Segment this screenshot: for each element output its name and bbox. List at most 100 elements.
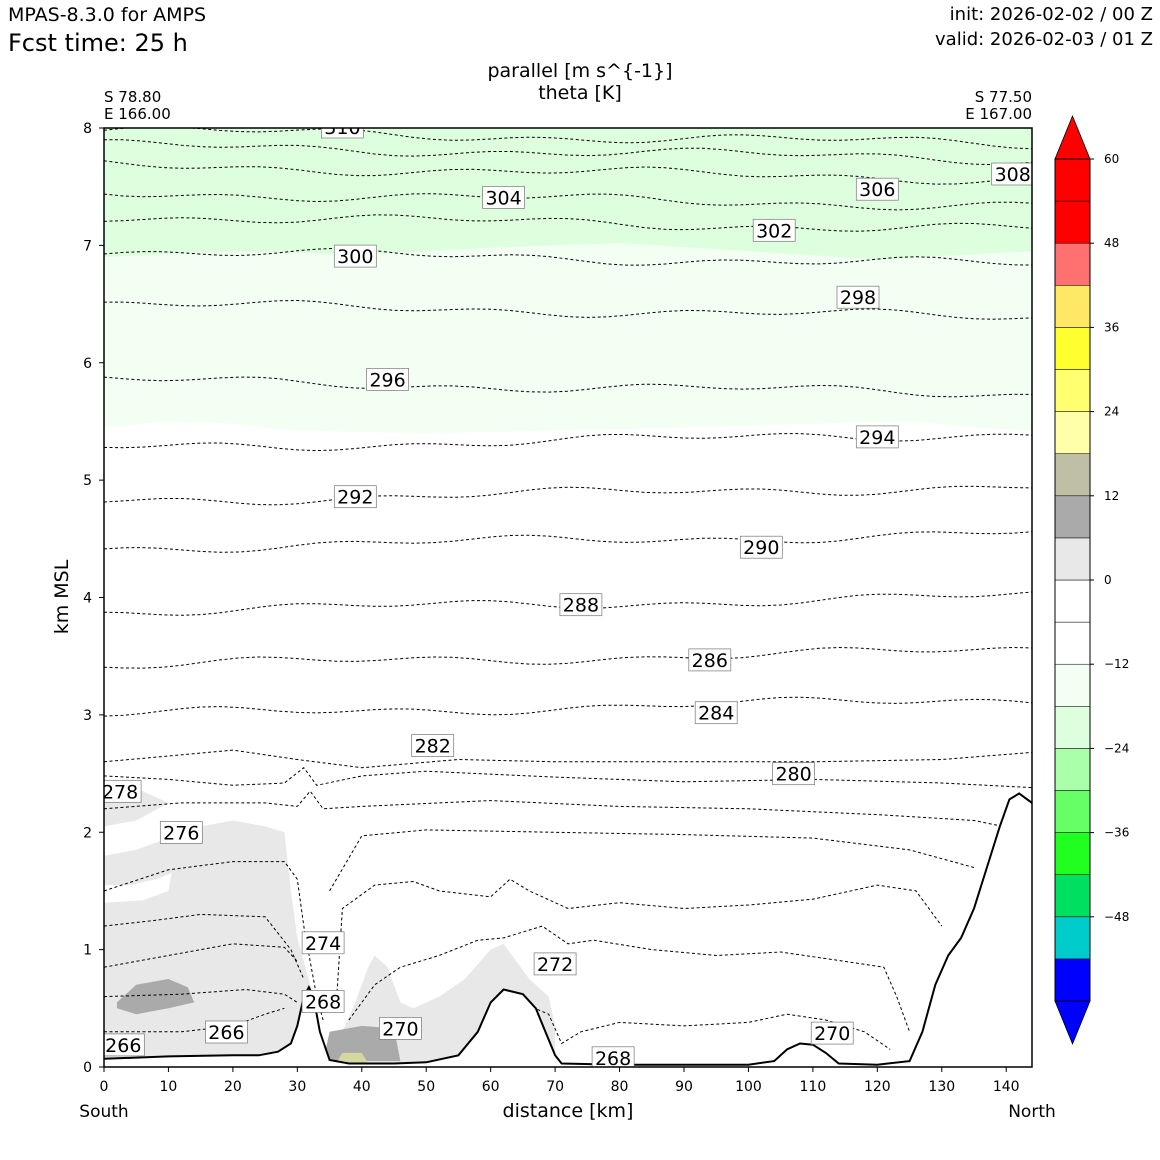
contour-label-box xyxy=(752,218,796,242)
x-tick-label: 50 xyxy=(417,1079,435,1095)
x-tick: 20 xyxy=(224,1067,242,1095)
contour-label-box xyxy=(333,485,377,509)
contour-label-text: 292 xyxy=(337,487,373,509)
init-time: init: 2026-02-02 / 00 Z xyxy=(949,4,1153,25)
y-tick-label: 6 xyxy=(83,356,92,372)
y-tick: 5 xyxy=(83,473,104,489)
x-tick-label: 40 xyxy=(353,1079,371,1095)
contour-label-box xyxy=(104,1033,145,1057)
colorbar-tick: −48 xyxy=(1090,910,1129,924)
theta-contour-label: 282 xyxy=(411,734,455,758)
contour-label-text: 268 xyxy=(595,1048,631,1070)
contour-label-box xyxy=(810,1021,854,1045)
theta-contour-label: 310 xyxy=(321,117,364,139)
right-endpoint-lon: E 167.00 xyxy=(965,105,1032,123)
theta-contour xyxy=(104,128,1032,150)
contour-label-box xyxy=(836,285,880,309)
left-endpoint-lon: E 166.00 xyxy=(104,105,171,123)
contour-label-box xyxy=(591,1046,635,1067)
terrain-fill xyxy=(104,793,1032,1067)
contour-label-box xyxy=(559,593,603,617)
theta-contour xyxy=(104,591,1032,616)
colorbar-tick: 36 xyxy=(1090,320,1119,334)
contour-label-text: 280 xyxy=(775,764,811,786)
contour-label-text: 296 xyxy=(369,369,405,391)
x-tick: 100 xyxy=(735,1067,762,1095)
colorbar-segment xyxy=(1054,242,1091,286)
theta-contour-label: 280 xyxy=(772,762,815,786)
contour-label-box xyxy=(159,821,203,844)
theta-contour-label: 302 xyxy=(752,218,796,242)
contour-label-text: 302 xyxy=(756,220,792,242)
contour-label-text: 294 xyxy=(859,427,895,449)
x-tick-label: 0 xyxy=(100,1079,109,1095)
contour-label-text: 288 xyxy=(563,595,599,617)
theta-contour-label: 284 xyxy=(694,701,738,725)
theta-contour xyxy=(104,299,1032,320)
colorbar-extend-top xyxy=(1054,114,1091,160)
theta-contour xyxy=(104,531,1032,553)
contour-label-box xyxy=(855,425,899,449)
contour-label-text: 306 xyxy=(859,179,895,201)
theta-contour xyxy=(104,247,1032,266)
colorbar-segment xyxy=(1054,874,1091,918)
colorbar-segment xyxy=(1054,790,1091,833)
x-tick-label: 20 xyxy=(224,1079,242,1095)
contour-label-text: 270 xyxy=(382,1018,418,1040)
valid-time: valid: 2026-02-03 / 01 Z xyxy=(935,29,1153,50)
theta-contour-label: 274 xyxy=(301,931,345,955)
contour-labels: 310 308 306 304 302 300 298 296 294 292 290 288 286 2… xyxy=(104,117,1032,1070)
x-tick-label: 80 xyxy=(611,1079,629,1095)
y-tick-label: 4 xyxy=(83,591,92,607)
x-tick-label: 140 xyxy=(993,1079,1020,1095)
theta-contour-label: 296 xyxy=(366,368,409,391)
theta-contour-label: 308 xyxy=(991,162,1032,186)
colorbar-tick-label: 60 xyxy=(1104,152,1119,166)
theta-contour xyxy=(104,646,1032,669)
contour-label-text: 286 xyxy=(692,650,728,672)
theta-contour xyxy=(104,861,324,1021)
colorbar-segment xyxy=(1054,200,1091,244)
theta-contour xyxy=(104,193,1032,211)
colorbar-segment xyxy=(1054,158,1091,202)
contour-label-box xyxy=(104,779,142,803)
theta-contour xyxy=(104,160,1032,185)
theta-contour xyxy=(104,766,1032,789)
contour-label-text: 304 xyxy=(485,187,521,209)
x-tick: 60 xyxy=(482,1067,500,1095)
colorbar-tick: −24 xyxy=(1090,741,1129,755)
y-tick: 7 xyxy=(83,238,104,254)
theta-contour-label: 270 xyxy=(810,1021,854,1045)
colorbar-tick-label: 24 xyxy=(1104,405,1119,419)
y-tick-label: 5 xyxy=(83,473,92,489)
shade-weak-negative xyxy=(104,243,1032,434)
x-tick-label: 30 xyxy=(288,1079,306,1095)
theta-contour xyxy=(104,139,1032,166)
contour-label-text: 284 xyxy=(698,703,734,725)
colorbar-segment xyxy=(1054,579,1091,623)
contour-label-text: 270 xyxy=(814,1023,850,1045)
colorbar-tick: 0 xyxy=(1090,573,1112,587)
contour-label-text: 300 xyxy=(337,246,373,268)
x-tick: 70 xyxy=(546,1067,564,1095)
colorbar-segment xyxy=(1054,537,1091,581)
contour-label-box xyxy=(688,648,732,672)
theta-contour-label: 306 xyxy=(855,177,899,201)
colorbar-segment xyxy=(1054,327,1091,370)
x-tick: 30 xyxy=(288,1067,306,1095)
theta-contour-label: 266 xyxy=(205,1020,248,1044)
colorbar-tick-label: 12 xyxy=(1104,489,1119,503)
y-tick-label: 0 xyxy=(83,1060,92,1076)
contour-label-text: 310 xyxy=(324,117,360,139)
y-axis-label: km MSL xyxy=(51,559,73,634)
y-tick: 2 xyxy=(83,825,104,841)
colorbar-segment xyxy=(1054,706,1091,749)
theta-contour-label: 294 xyxy=(855,425,899,449)
contour-label-box xyxy=(482,186,525,209)
y-tick-label: 2 xyxy=(83,825,92,841)
x-tick: 50 xyxy=(417,1067,435,1095)
x-axis-label: distance [km] xyxy=(503,1100,634,1122)
x-tick: 90 xyxy=(675,1067,693,1095)
colorbar-tick-label: −36 xyxy=(1104,826,1129,840)
x-tick-label: 110 xyxy=(800,1079,827,1095)
